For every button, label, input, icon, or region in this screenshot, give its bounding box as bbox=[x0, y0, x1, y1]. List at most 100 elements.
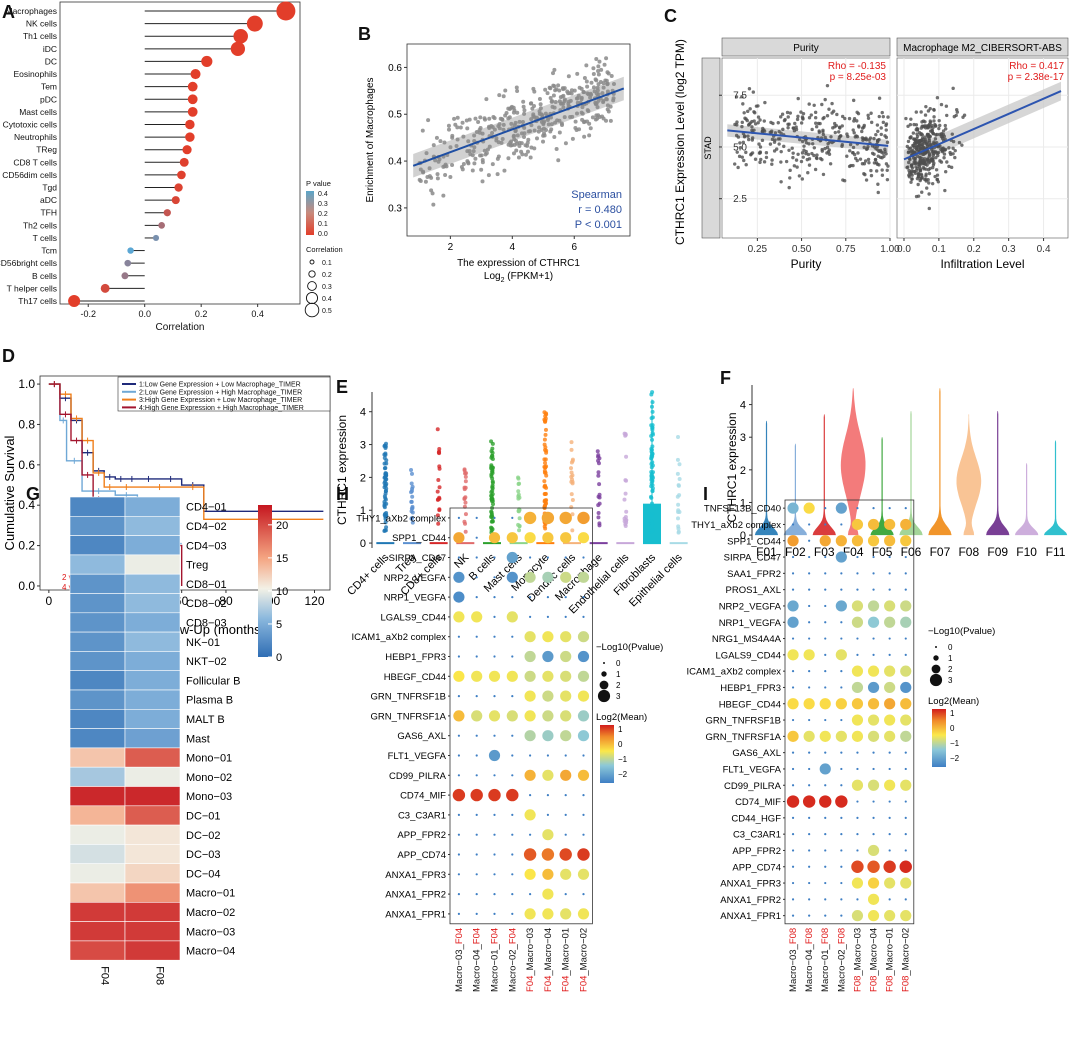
dot-point bbox=[867, 730, 880, 742]
c-point bbox=[745, 118, 749, 123]
e-point bbox=[463, 500, 468, 505]
b-point bbox=[595, 85, 600, 90]
dot-point bbox=[808, 572, 811, 575]
c-point bbox=[781, 127, 785, 132]
b-point bbox=[532, 89, 537, 94]
b-point bbox=[595, 105, 600, 110]
e-point bbox=[410, 515, 415, 520]
c-point bbox=[912, 162, 916, 166]
dot-point bbox=[900, 518, 912, 531]
b-point bbox=[545, 91, 550, 96]
dot-point bbox=[524, 690, 536, 702]
b-point bbox=[562, 115, 567, 120]
dot-point bbox=[488, 788, 501, 802]
e-point bbox=[650, 427, 655, 432]
e-point bbox=[382, 444, 387, 449]
e-point bbox=[382, 502, 387, 507]
dot-point bbox=[542, 690, 554, 702]
c-point bbox=[933, 137, 938, 141]
dot-point bbox=[840, 523, 843, 526]
e-point bbox=[569, 492, 574, 497]
d-survival-curve bbox=[48, 383, 324, 521]
c-point bbox=[930, 142, 934, 147]
dot-point bbox=[493, 734, 496, 737]
c-point bbox=[874, 169, 879, 173]
dot-point bbox=[457, 833, 460, 836]
dot-point bbox=[577, 690, 590, 702]
c-point bbox=[876, 190, 880, 195]
c-point bbox=[935, 96, 940, 100]
d-legend-label: 3:High Gene Expression + Low Macrophage_… bbox=[139, 397, 302, 404]
c-point bbox=[874, 146, 878, 151]
c-point bbox=[927, 153, 932, 157]
dot-point bbox=[542, 868, 554, 880]
dot-column-label: F04_Macro−04 bbox=[543, 928, 554, 992]
dot-point bbox=[488, 670, 501, 682]
dot-point bbox=[529, 556, 532, 559]
b-point bbox=[441, 193, 446, 198]
b-point bbox=[515, 133, 520, 138]
b-point bbox=[523, 152, 528, 157]
dot-point bbox=[808, 784, 811, 787]
f-ylabel: CTHRC1 expression bbox=[725, 412, 739, 522]
dot-point bbox=[577, 571, 590, 583]
c-point bbox=[845, 132, 849, 136]
c-point bbox=[875, 139, 880, 143]
c-xtick-label: 1.00 bbox=[880, 244, 900, 255]
e-point bbox=[649, 462, 654, 467]
d-xtick-label: 80 bbox=[219, 594, 233, 608]
c-point bbox=[828, 162, 833, 166]
dot-row-label: NRG1_MS4A4A bbox=[712, 634, 782, 645]
e-point bbox=[650, 488, 655, 493]
dot-point bbox=[867, 518, 880, 531]
c-point bbox=[906, 124, 910, 129]
c-point bbox=[799, 121, 804, 125]
e-point bbox=[542, 437, 547, 442]
e-point bbox=[676, 508, 681, 513]
c-point bbox=[912, 122, 916, 127]
c-point bbox=[941, 129, 946, 133]
dot-point bbox=[475, 754, 478, 757]
c-point bbox=[801, 111, 806, 116]
b-point bbox=[497, 126, 502, 131]
b-point bbox=[497, 122, 502, 127]
c-point bbox=[932, 151, 936, 156]
c-point bbox=[795, 165, 799, 169]
e-point bbox=[542, 464, 547, 469]
dot-row-label: NRP1_VEGFA bbox=[384, 593, 447, 604]
dot-point bbox=[840, 767, 843, 771]
c-point bbox=[791, 151, 795, 155]
e-point bbox=[596, 461, 601, 466]
c-facet-title: Macrophage M2_CIBERSORT-ABS bbox=[903, 43, 1062, 54]
dot-point bbox=[524, 908, 536, 920]
e-category-label: NK bbox=[452, 551, 472, 571]
dot-point bbox=[824, 849, 827, 852]
dot-point bbox=[888, 653, 891, 656]
dot-point bbox=[564, 596, 567, 599]
e-point bbox=[542, 492, 547, 497]
c-point bbox=[915, 132, 919, 136]
c-point bbox=[876, 129, 880, 133]
b-point bbox=[536, 129, 541, 134]
dot-point bbox=[511, 596, 514, 599]
dot-row-label: ANXA1_FPR3 bbox=[720, 879, 781, 890]
c-point bbox=[911, 137, 916, 141]
dot-column-label: F04_Macro−01 bbox=[561, 928, 572, 992]
c-point bbox=[821, 172, 826, 177]
c-point bbox=[927, 192, 931, 196]
b-point bbox=[444, 164, 449, 169]
dot-point bbox=[840, 865, 843, 868]
dot-point bbox=[582, 596, 585, 599]
c-point bbox=[787, 122, 791, 126]
e-point bbox=[649, 404, 654, 409]
e-point bbox=[436, 521, 441, 526]
dot-point bbox=[786, 795, 800, 808]
e-point bbox=[596, 453, 601, 458]
dot-legend-size-circle bbox=[603, 662, 605, 664]
dot-point bbox=[577, 710, 590, 722]
c-point bbox=[802, 144, 806, 148]
a-legend-c-tick: 0.3 bbox=[322, 284, 332, 291]
panel-label-e: E bbox=[336, 377, 348, 397]
b-point bbox=[519, 141, 524, 146]
c-point bbox=[918, 163, 922, 167]
